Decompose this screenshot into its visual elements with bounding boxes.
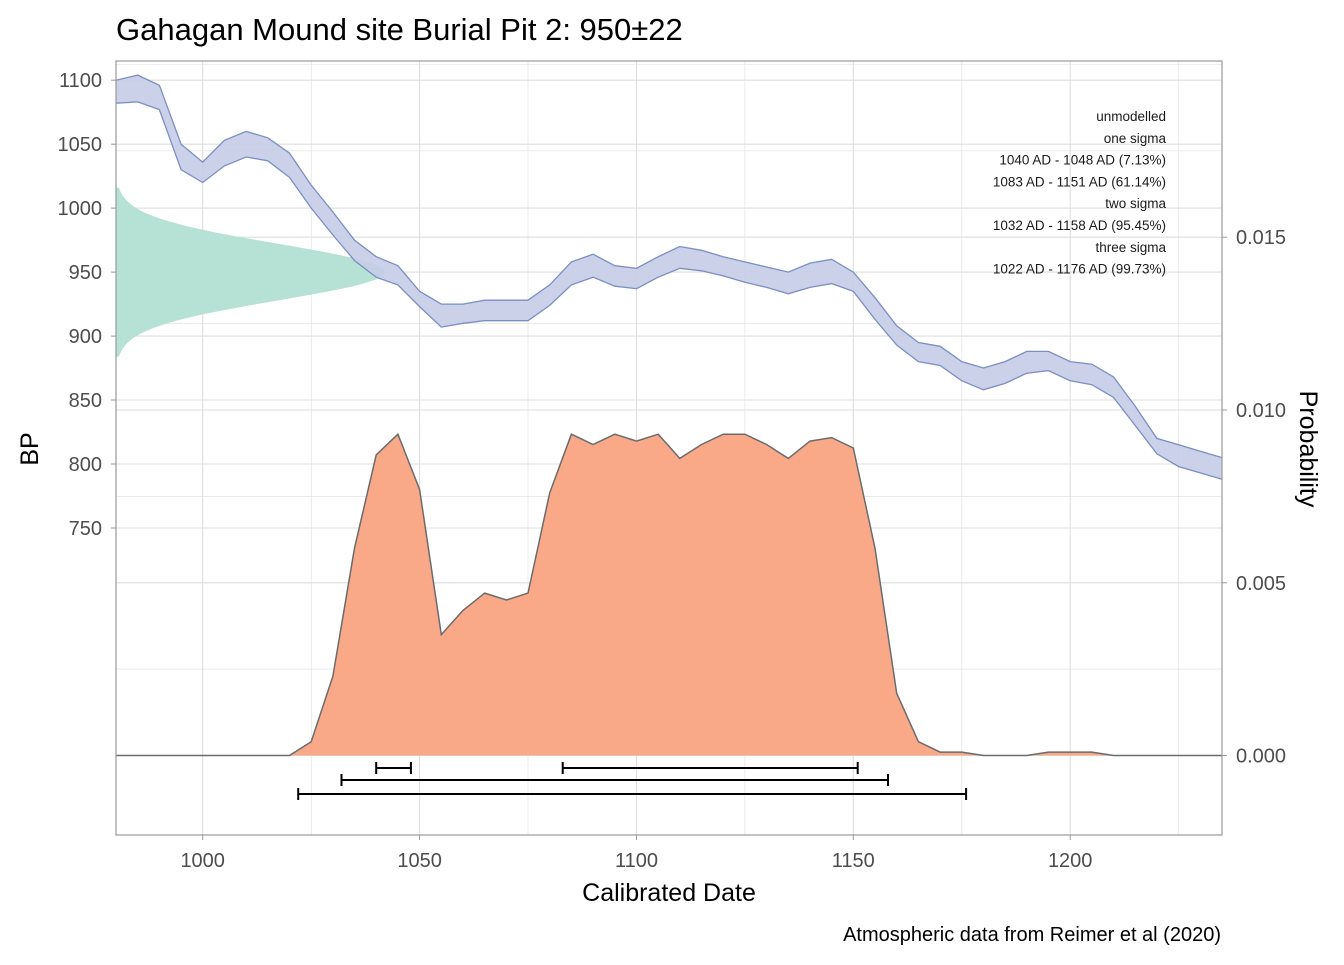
y-tick-label: 1000 [58, 198, 103, 220]
annotation-line: one sigma [1104, 131, 1167, 146]
annotation-line: 1083 AD - 1151 AD (61.14%) [993, 174, 1166, 189]
x-tick-label: 1000 [180, 850, 225, 872]
sigma-annotations: unmodelled one sigma 1040 AD - 1048 AD (7.… [993, 109, 1167, 277]
y2-tick-label: 0.015 [1236, 227, 1286, 249]
one-sigma-range-bar [561, 762, 859, 774]
y2-tick-label: 0.010 [1236, 400, 1286, 422]
x-tick-label: 1050 [397, 850, 442, 872]
plot-area [115, 74, 1223, 800]
chart-caption: Atmospheric data from Reimer et al (2020… [843, 924, 1221, 946]
x-tick-label: 1150 [832, 850, 875, 872]
x-tick-label: 1100 [615, 850, 658, 872]
calibration-curve-upper [115, 74, 1223, 459]
y-axis-label: BP [16, 432, 44, 465]
y-tick-label: 950 [69, 262, 102, 284]
annotation-line: two sigma [1105, 196, 1166, 211]
y-tick-label: 800 [69, 454, 102, 476]
y2-axis-label: Probability [1294, 391, 1322, 508]
annotation-line: 1040 AD - 1048 AD (7.13%) [999, 153, 1166, 168]
annotation-line: 1032 AD - 1158 AD (95.45%) [993, 218, 1166, 233]
three-sigma-range-bar [297, 788, 968, 800]
annotation-line: 1022 AD - 1176 AD (99.73%) [993, 262, 1166, 277]
y-tick-label: 1100 [59, 70, 102, 92]
panel-border [115, 60, 1223, 836]
y-tick-label: 1050 [58, 134, 103, 156]
y-tick-label: 900 [69, 326, 102, 348]
axes: 1000 1050 1100 1150 1200 750 800 850 900 950 1000 1… [58, 70, 1287, 872]
one-sigma-range-bar [375, 762, 412, 774]
y-tick-label: 850 [69, 390, 102, 412]
radiocarbon-age-density [116, 187, 385, 357]
probability-area [116, 434, 1222, 756]
chart-title: Gahagan Mound site Burial Pit 2: 950±22 [116, 12, 683, 47]
annotation-line: unmodelled [1096, 109, 1166, 124]
y2-tick-label: 0.000 [1236, 746, 1286, 768]
y2-tick-label: 0.005 [1236, 573, 1286, 595]
x-axis-label: Calibrated Date [582, 879, 756, 907]
calibration-curve-lower [115, 101, 1223, 480]
two-sigma-range-bar [340, 774, 889, 786]
y-tick-label: 750 [69, 518, 102, 540]
x-tick-label: 1200 [1048, 850, 1093, 872]
probability-line [116, 432, 1222, 757]
annotation-line: three sigma [1095, 240, 1166, 255]
